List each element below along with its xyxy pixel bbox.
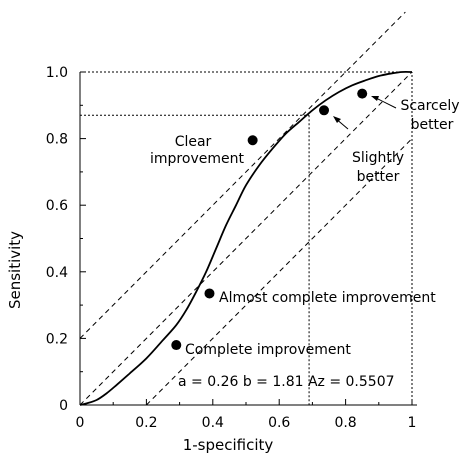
annotation-almost-complete-improvement: Almost complete improvement bbox=[219, 290, 436, 306]
annotation-scarcely-better-line2: better bbox=[411, 117, 454, 133]
point-scarcely-better bbox=[357, 88, 368, 99]
y-tick-label: 0.4 bbox=[46, 265, 68, 281]
annotation-slightly-better-line1: Slightly bbox=[352, 150, 404, 166]
x-tick-label: 0 bbox=[76, 415, 85, 431]
curve-parameters: a = 0.26 b = 1.81 Az = 0.5507 bbox=[178, 374, 395, 390]
axes: 0 0.2 0.4 0.6 0.8 1 0 0.2 0.4 0.6 0.8 1.0 bbox=[46, 65, 417, 431]
y-tick-label: 0.2 bbox=[46, 331, 68, 347]
x-tick-label: 0.8 bbox=[334, 415, 356, 431]
annotations: Clear improvement Slightly better Scarce… bbox=[150, 96, 460, 390]
x-axis-label: 1-specificity bbox=[183, 436, 274, 454]
annotation-complete-improvement: Complete improvement bbox=[185, 342, 351, 358]
annotation-clear-improvement-line1: Clear bbox=[175, 134, 212, 150]
x-tick-label: 0.2 bbox=[135, 415, 157, 431]
arrow-scarcely-better-head bbox=[371, 96, 379, 101]
roc-curve-group bbox=[79, 71, 413, 406]
roc-curve bbox=[79, 71, 413, 406]
point-almost-complete-improvement bbox=[204, 288, 215, 299]
arrow-slightly-better-head bbox=[333, 116, 341, 123]
point-slightly-better bbox=[319, 105, 330, 116]
point-complete-improvement bbox=[171, 340, 182, 351]
reference-line-1 bbox=[80, 71, 413, 405]
x-tick-label: 1 bbox=[408, 415, 417, 431]
reference-lines bbox=[80, 11, 413, 405]
data-points bbox=[171, 88, 368, 351]
annotation-slightly-better-line2: better bbox=[357, 169, 400, 185]
y-tick-label: 1.0 bbox=[46, 65, 68, 81]
annotation-clear-improvement-line2: improvement bbox=[150, 151, 244, 167]
reference-line-2 bbox=[80, 11, 406, 339]
x-tick-label: 0.4 bbox=[202, 415, 224, 431]
point-clear-improvement bbox=[247, 135, 258, 146]
y-tick-label: 0.6 bbox=[46, 198, 68, 214]
y-tick-label: 0 bbox=[59, 398, 68, 414]
annotation-scarcely-better-line1: Scarcely bbox=[400, 98, 459, 114]
y-tick-label: 0.8 bbox=[46, 132, 68, 148]
x-tick-label: 0.6 bbox=[268, 415, 290, 431]
y-axis-label: Sensitivity bbox=[6, 231, 24, 309]
